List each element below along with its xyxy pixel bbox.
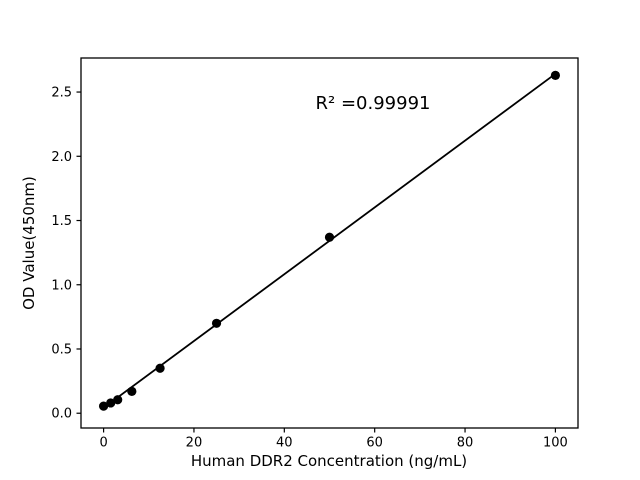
data-point	[127, 386, 137, 396]
x-axis-label: Human DDR2 Concentration (ng/mL)	[191, 452, 467, 470]
y-axis-ticks: 0.0 0.5 1.0 1.5 2.0 2.5	[51, 86, 81, 422]
x-axis-ticks: 0 20 40 60 80 100	[99, 428, 568, 451]
data-points	[98, 70, 561, 411]
x-tick-label: 60	[366, 436, 383, 451]
y-tick-label: 2.5	[51, 86, 72, 101]
data-point	[106, 398, 116, 408]
plot-frame	[80, 57, 579, 429]
y-tick-label: 2.0	[51, 150, 72, 165]
y-axis-label: OD Value(450nm)	[20, 176, 38, 310]
data-point	[550, 70, 561, 80]
y-tick-label: 0.5	[51, 342, 72, 357]
data-point	[155, 363, 165, 373]
data-point	[98, 401, 109, 411]
r-squared-annotation: R² =0.99991	[316, 93, 431, 114]
x-tick-label: 0	[99, 436, 107, 451]
x-tick-label: 40	[276, 436, 293, 451]
x-tick-label: 20	[186, 436, 203, 451]
data-point	[113, 395, 123, 405]
y-tick-label: 1.0	[51, 278, 72, 293]
data-point	[211, 318, 222, 328]
y-tick-label: 1.5	[51, 214, 72, 229]
x-tick-label: 100	[543, 436, 568, 451]
x-tick-label: 80	[457, 436, 474, 451]
y-tick-label: 0.0	[51, 407, 72, 422]
data-point	[324, 232, 335, 242]
